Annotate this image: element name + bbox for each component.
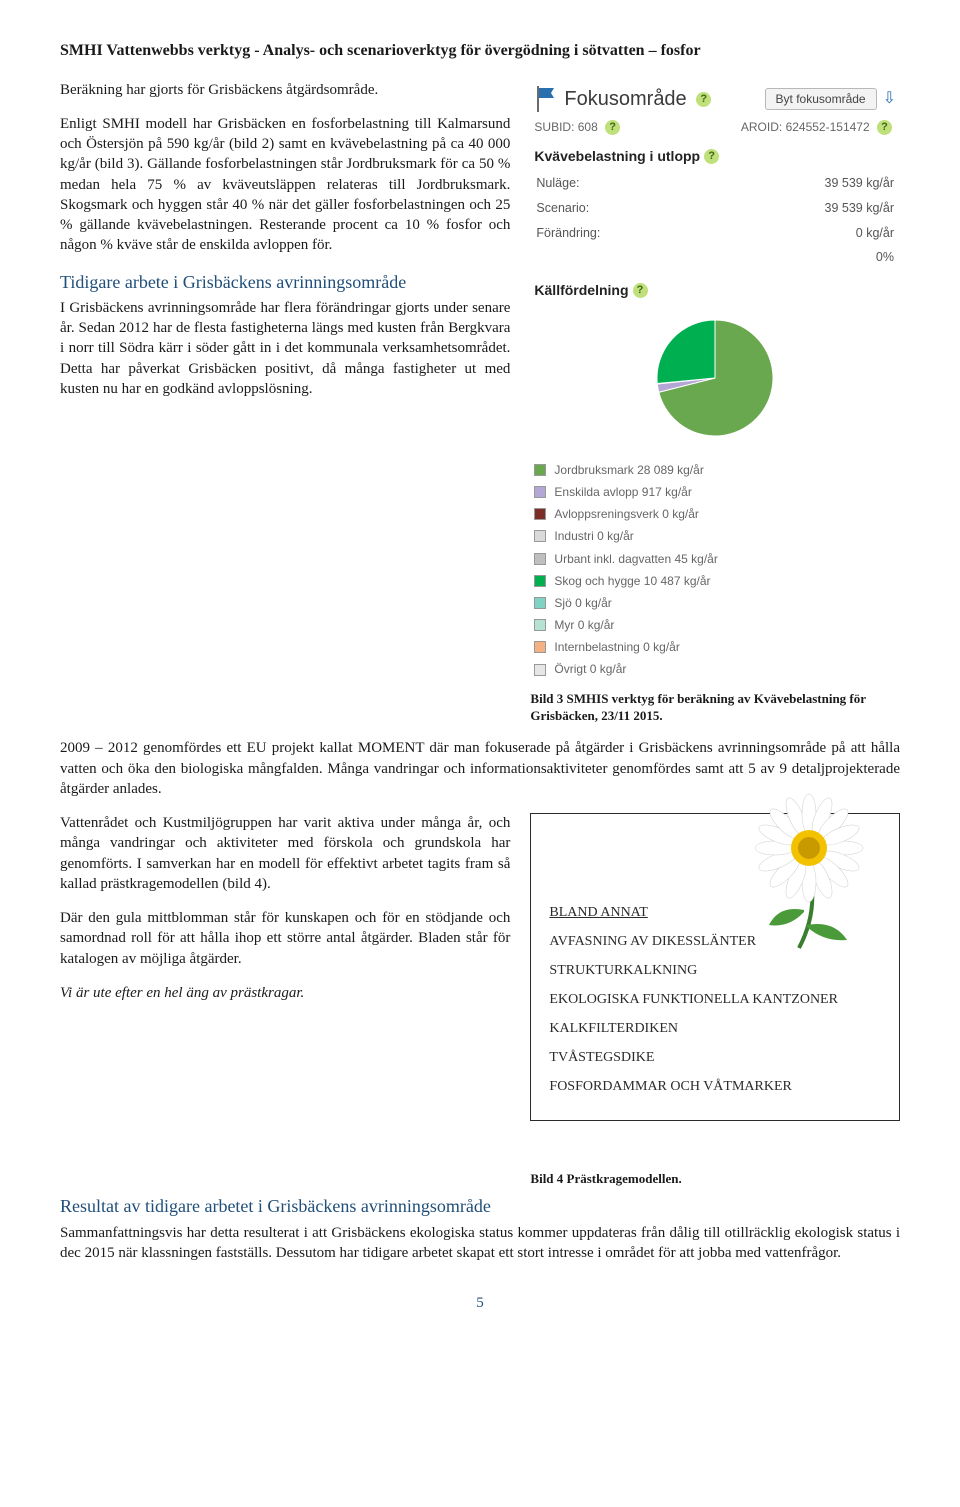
- row-value: 0 kg/år: [709, 222, 898, 245]
- pie-chart: [530, 304, 900, 455]
- legend-swatch: [534, 508, 546, 520]
- legend-label: Skog och hygge 10 487 kg/år: [554, 573, 710, 589]
- lower-left-column: Vattenrådet och Kustmiljögruppen har var…: [60, 813, 510, 1017]
- caption-bild3: Bild 3 SMHIS verktyg för beräkning av Kv…: [530, 691, 900, 725]
- aroid-label: AROID: 624552-151472 ?: [741, 119, 896, 135]
- legend-swatch: [534, 641, 546, 653]
- row-value: 0%: [709, 246, 898, 269]
- legend-swatch: [534, 619, 546, 631]
- legend-item: Avloppsreningsverk 0 kg/år: [534, 503, 896, 525]
- flower-icon: [729, 790, 889, 950]
- row-value: 39 539 kg/år: [709, 197, 898, 220]
- section-kvave-title: Kvävebelastning i utlopp ?: [530, 137, 900, 170]
- flowerbox-item: TVÅSTEGSDIKE: [549, 1049, 881, 1068]
- table-row: Förändring:0 kg/år: [532, 222, 898, 245]
- right-column: Fokusområde ? Byt fokusområde ⇩ SUBID: 6…: [530, 80, 900, 725]
- help-icon[interactable]: ?: [605, 120, 620, 135]
- paragraph-vattenrad: Vattenrådet och Kustmiljögruppen har var…: [60, 813, 510, 894]
- legend-label: Sjö 0 kg/år: [554, 595, 611, 611]
- section-kall-title: Källfördelning ?: [530, 271, 900, 304]
- page-title: SMHI Vattenwebbs verktyg - Analys- och s…: [60, 40, 900, 62]
- smhi-panel: Fokusområde ? Byt fokusområde ⇩ SUBID: 6…: [530, 80, 900, 683]
- row-label: Scenario:: [532, 197, 707, 220]
- byt-fokus-button[interactable]: Byt fokusområde: [765, 88, 877, 110]
- legend-swatch: [534, 530, 546, 542]
- legend-item: Industri 0 kg/år: [534, 525, 896, 547]
- section-kvave-text: Kvävebelastning i utlopp: [534, 147, 700, 166]
- paragraph-gula: Där den gula mittblomman står för kunska…: [60, 908, 510, 969]
- paragraph-resultat: Sammanfattningsvis har detta resulterat …: [60, 1223, 900, 1264]
- tidigare-paragraph: I Grisbäckens avrinningsområde har flera…: [60, 298, 510, 399]
- help-icon[interactable]: ?: [704, 149, 719, 164]
- pie-legend: Jordbruksmark 28 089 kg/år Enskilda avlop…: [530, 455, 900, 683]
- flag-icon: [534, 86, 556, 112]
- flowerbox-item: FOSFORDAMMAR OCH VÅTMARKER: [549, 1078, 881, 1097]
- legend-item: Jordbruksmark 28 089 kg/år: [534, 459, 896, 481]
- panel-ids-row: SUBID: 608 ? AROID: 624552-151472 ?: [530, 117, 900, 137]
- legend-item: Myr 0 kg/år: [534, 614, 896, 636]
- legend-label: Övrigt 0 kg/år: [554, 661, 626, 677]
- legend-swatch: [534, 486, 546, 498]
- legend-item: Skog och hygge 10 487 kg/år: [534, 570, 896, 592]
- left-column: Beräkning har gjorts för Grisbäckens åtg…: [60, 80, 510, 414]
- table-row: Nuläge:39 539 kg/år: [532, 172, 898, 195]
- legend-label: Urbant inkl. dagvatten 45 kg/år: [554, 551, 717, 567]
- legend-item: Enskilda avlopp 917 kg/år: [534, 481, 896, 503]
- aroid-text: AROID: 624552-151472: [741, 120, 870, 134]
- lower-columns: Vattenrådet och Kustmiljögruppen har var…: [60, 813, 900, 1188]
- caption-bild4: Bild 4 Prästkragemodellen.: [530, 1171, 900, 1188]
- flowerbox-item: EKOLOGISKA FUNKTIONELLA KANTZONER: [549, 991, 881, 1010]
- legend-swatch: [534, 553, 546, 565]
- legend-swatch: [534, 575, 546, 587]
- flowerbox-item: KALKFILTERDIKEN: [549, 1020, 881, 1039]
- legend-label: Internbelastning 0 kg/år: [554, 639, 679, 655]
- upper-columns: Beräkning har gjorts för Grisbäckens åtg…: [60, 80, 900, 725]
- flower-box: BLAND ANNAT AVFASNING AV DIKESSLÄNTERSTR…: [530, 813, 900, 1121]
- expand-arrow-icon[interactable]: ⇩: [883, 88, 896, 110]
- row-label: Nuläge:: [532, 172, 707, 195]
- flowerbox-item: STRUKTURKALKNING: [549, 962, 881, 981]
- legend-swatch: [534, 664, 546, 676]
- legend-label: Avloppsreningsverk 0 kg/år: [554, 506, 699, 522]
- legend-label: Myr 0 kg/år: [554, 617, 614, 633]
- body-paragraph: Enligt SMHI modell har Grisbäcken en fos…: [60, 114, 510, 256]
- lower-right-column: BLAND ANNAT AVFASNING AV DIKESSLÄNTERSTR…: [530, 813, 900, 1188]
- legend-swatch: [534, 597, 546, 609]
- subid-label: SUBID: 608 ?: [534, 119, 624, 135]
- paragraph-italic: Vi är ute efter en hel äng av prästkraga…: [60, 983, 510, 1003]
- legend-item: Övrigt 0 kg/år: [534, 658, 896, 680]
- legend-item: Urbant inkl. dagvatten 45 kg/år: [534, 548, 896, 570]
- subid-text: SUBID: 608: [534, 120, 597, 134]
- panel-header: Fokusområde ? Byt fokusområde ⇩: [530, 80, 900, 117]
- help-icon[interactable]: ?: [696, 92, 711, 107]
- subheading-resultat: Resultat av tidigare arbetet i Grisbäcke…: [60, 1194, 900, 1218]
- legend-swatch: [534, 464, 546, 476]
- row-label: [532, 246, 707, 269]
- table-row: 0%: [532, 246, 898, 269]
- panel-title-text: Fokusområde: [564, 88, 686, 110]
- legend-label: Industri 0 kg/år: [554, 528, 633, 544]
- legend-item: Sjö 0 kg/år: [534, 592, 896, 614]
- help-icon[interactable]: ?: [877, 120, 892, 135]
- page-number: 5: [60, 1293, 900, 1313]
- panel-title: Fokusområde ?: [564, 86, 764, 113]
- table-row: Scenario:39 539 kg/år: [532, 197, 898, 220]
- kvave-table: Nuläge:39 539 kg/årScenario:39 539 kg/år…: [530, 170, 900, 272]
- legend-label: Jordbruksmark 28 089 kg/år: [554, 462, 703, 478]
- legend-label: Enskilda avlopp 917 kg/år: [554, 484, 691, 500]
- help-icon[interactable]: ?: [633, 283, 648, 298]
- legend-item: Internbelastning 0 kg/år: [534, 636, 896, 658]
- row-label: Förändring:: [532, 222, 707, 245]
- intro-paragraph: Beräkning har gjorts för Grisbäckens åtg…: [60, 80, 510, 100]
- subheading-tidigare: Tidigare arbete i Grisbäckens avrinnings…: [60, 270, 510, 294]
- section-kall-text: Källfördelning: [534, 281, 628, 300]
- row-value: 39 539 kg/år: [709, 172, 898, 195]
